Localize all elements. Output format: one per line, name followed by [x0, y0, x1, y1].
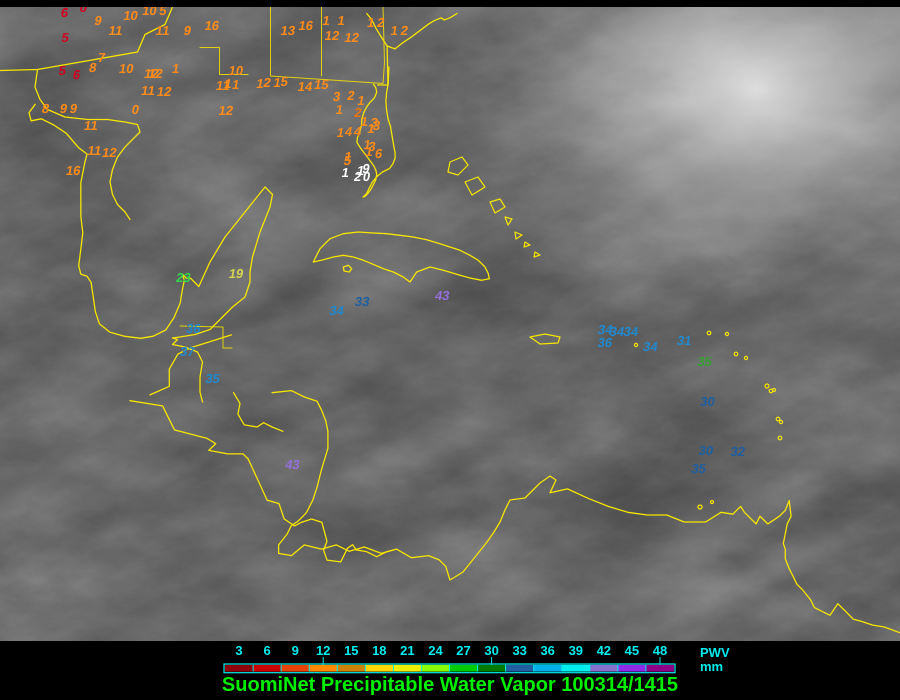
svg-text:30: 30 — [484, 643, 498, 658]
svg-text:43: 43 — [434, 288, 451, 303]
svg-text:6: 6 — [263, 643, 270, 658]
svg-text:SuomiNet Precipitable Water Va: SuomiNet Precipitable Water Vapor 100314… — [222, 674, 678, 696]
svg-text:16: 16 — [203, 18, 220, 33]
svg-text:12: 12 — [143, 66, 160, 81]
svg-text:33: 33 — [512, 643, 526, 658]
svg-text:43: 43 — [284, 457, 301, 472]
svg-text:18: 18 — [372, 643, 386, 658]
svg-text:30: 30 — [697, 443, 714, 458]
svg-text:10: 10 — [122, 8, 139, 23]
svg-text:9: 9 — [292, 643, 299, 658]
svg-text:10: 10 — [141, 7, 158, 18]
svg-text:36: 36 — [185, 321, 202, 336]
svg-text:12: 12 — [156, 84, 173, 99]
svg-text:12: 12 — [316, 643, 330, 658]
svg-text:31: 31 — [676, 333, 693, 348]
svg-text:33: 33 — [354, 294, 371, 309]
svg-text:35: 35 — [696, 354, 713, 369]
svg-text:10: 10 — [118, 61, 135, 76]
svg-text:45: 45 — [625, 643, 639, 658]
svg-text:37: 37 — [179, 344, 196, 359]
svg-text:48: 48 — [653, 643, 667, 658]
svg-text:PWV: PWV — [700, 645, 730, 660]
svg-text:mm: mm — [700, 659, 723, 674]
svg-text:12: 12 — [343, 30, 360, 45]
svg-text:35: 35 — [204, 371, 221, 386]
svg-text:30: 30 — [699, 394, 716, 409]
svg-text:11: 11 — [140, 83, 156, 98]
svg-text:39: 39 — [569, 643, 583, 658]
svg-text:11: 11 — [83, 118, 99, 133]
svg-text:13: 13 — [280, 23, 297, 38]
svg-text:12: 12 — [217, 103, 234, 118]
svg-text:36: 36 — [540, 643, 554, 658]
svg-text:42: 42 — [597, 643, 611, 658]
svg-text:21: 21 — [400, 643, 414, 658]
svg-text:11: 11 — [86, 143, 102, 158]
svg-text:24: 24 — [428, 643, 443, 658]
svg-text:16: 16 — [65, 163, 82, 178]
svg-text:12: 12 — [324, 28, 341, 43]
svg-text:16: 16 — [297, 18, 314, 33]
svg-text:3: 3 — [235, 643, 242, 658]
svg-text:15: 15 — [344, 643, 358, 658]
svg-text:27: 27 — [456, 643, 470, 658]
svg-text:32: 32 — [729, 444, 746, 459]
svg-text:11: 11 — [108, 23, 124, 38]
svg-text:15: 15 — [313, 77, 330, 92]
svg-text:35: 35 — [690, 461, 707, 476]
svg-text:12: 12 — [101, 145, 118, 160]
svg-text:36: 36 — [597, 335, 614, 350]
svg-text:23: 23 — [175, 270, 192, 285]
svg-text:11: 11 — [155, 23, 171, 38]
svg-text:19: 19 — [228, 266, 245, 281]
